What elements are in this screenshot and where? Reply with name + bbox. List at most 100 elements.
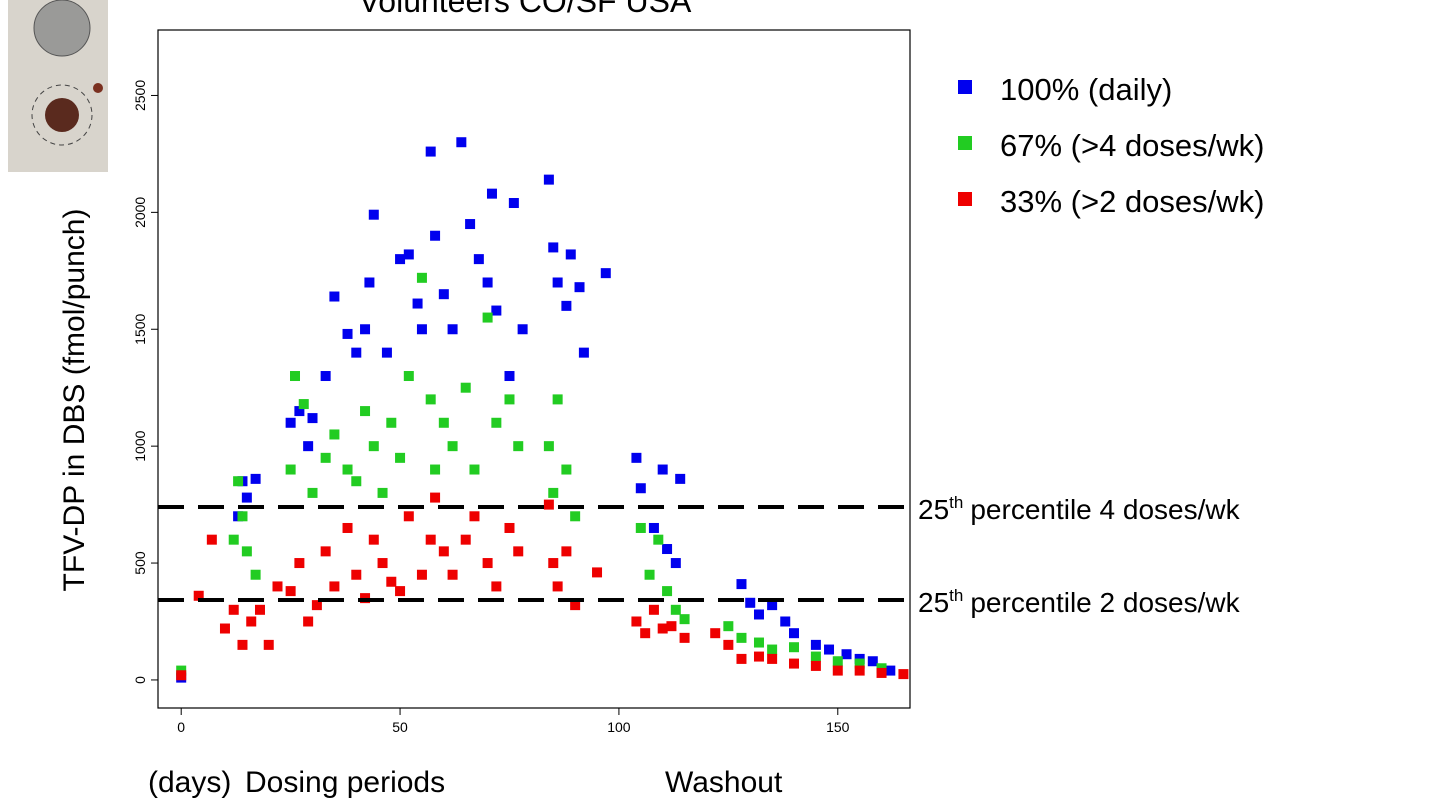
data-point [329, 581, 340, 592]
data-point [342, 328, 353, 339]
data-point [241, 492, 252, 503]
data-point [364, 277, 375, 288]
data-point [548, 242, 559, 253]
data-point [867, 656, 878, 667]
plot-frame [157, 29, 911, 709]
data-point [552, 394, 563, 405]
data-point [810, 651, 821, 662]
data-point [789, 642, 800, 653]
data-point [351, 476, 362, 487]
data-point [425, 534, 436, 545]
data-point [460, 534, 471, 545]
data-point [517, 324, 528, 335]
data-point [574, 282, 585, 293]
data-point [548, 558, 559, 569]
data-point [679, 632, 690, 643]
punch-outline [31, 84, 93, 146]
data-point [360, 324, 371, 335]
data-point [854, 665, 865, 676]
data-point [233, 476, 244, 487]
data-point [237, 511, 248, 522]
data-point [395, 586, 406, 597]
x-tick-label: 50 [392, 719, 408, 735]
y-tick-label: 0 [132, 676, 148, 684]
data-point [486, 188, 497, 199]
data-point [250, 569, 261, 580]
data-point [578, 347, 589, 358]
data-point [430, 492, 441, 503]
data-point [285, 417, 296, 428]
data-point [513, 441, 524, 452]
data-point [438, 546, 449, 557]
data-point [303, 441, 314, 452]
data-point [543, 499, 554, 510]
data-point [342, 522, 353, 533]
y-tick-label: 1000 [132, 430, 148, 461]
reference-number: 25 [918, 494, 949, 525]
data-point [368, 441, 379, 452]
data-point [832, 665, 843, 676]
data-point [561, 464, 572, 475]
reference-suffix: th [949, 586, 963, 605]
data-point [679, 614, 690, 625]
data-point [360, 406, 371, 417]
x-axis-label: (days) [148, 766, 231, 799]
data-point [294, 558, 305, 569]
data-point [745, 597, 756, 608]
data-point [307, 487, 318, 498]
data-point [381, 347, 392, 358]
data-point [290, 371, 301, 382]
data-point [767, 653, 778, 664]
data-point [876, 667, 887, 678]
data-point [193, 590, 204, 601]
data-point [854, 658, 865, 669]
data-point [430, 230, 441, 241]
data-point [430, 464, 441, 475]
data-point [810, 639, 821, 650]
data-point [447, 569, 458, 580]
data-point [482, 558, 493, 569]
filter-paper-photo [8, 0, 108, 172]
coin [33, 0, 91, 57]
data-point [491, 417, 502, 428]
data-point [241, 546, 252, 557]
data-point [298, 399, 309, 410]
data-point [548, 487, 559, 498]
data-point [657, 464, 668, 475]
x-tick-label: 150 [826, 719, 850, 735]
data-point [482, 277, 493, 288]
data-point [303, 616, 314, 627]
y-axis-label: TFV-DP in DBS (fmol/punch) [58, 209, 91, 592]
data-point [386, 576, 397, 587]
data-point [508, 198, 519, 209]
data-point [460, 382, 471, 393]
data-point [447, 441, 458, 452]
data-point [320, 371, 331, 382]
data-point [635, 522, 646, 533]
data-point [285, 464, 296, 475]
data-point [250, 473, 261, 484]
data-point [561, 546, 572, 557]
data-point [206, 534, 217, 545]
chart-title: Volunteers CO/SF USA [359, 0, 692, 19]
data-point [736, 579, 747, 590]
data-point [263, 639, 274, 650]
data-point [543, 441, 554, 452]
x-period-label: Dosing periods [245, 766, 445, 799]
data-point [311, 600, 322, 611]
data-point [228, 604, 239, 615]
data-point [395, 452, 406, 463]
data-point [670, 604, 681, 615]
x-tick-label: 100 [607, 719, 631, 735]
data-point [447, 324, 458, 335]
data-point [600, 268, 611, 279]
data-point [386, 417, 397, 428]
data-point [342, 464, 353, 475]
reference-text: percentile 2 doses/wk [970, 587, 1240, 618]
y-tick-label: 2500 [132, 80, 148, 111]
data-point [552, 277, 563, 288]
data-point [329, 429, 340, 440]
data-point [438, 289, 449, 300]
data-point [491, 305, 502, 316]
